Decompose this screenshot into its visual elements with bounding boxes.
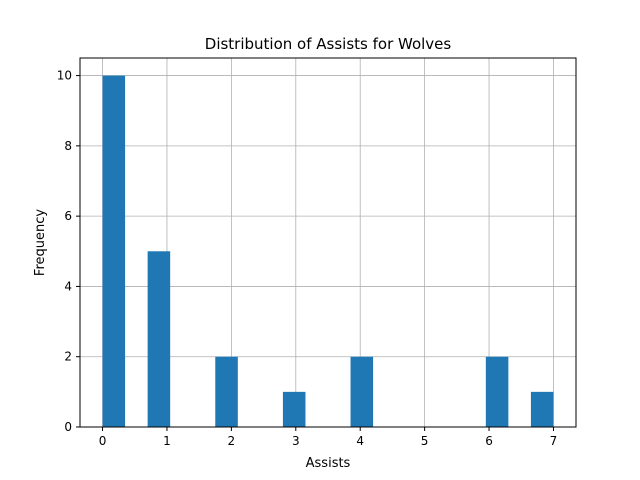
histogram-bar bbox=[215, 356, 238, 427]
y-tick-label: 4 bbox=[64, 279, 72, 293]
y-tick-label: 10 bbox=[57, 69, 72, 83]
histogram-bar bbox=[530, 391, 554, 427]
x-tick-label: 4 bbox=[356, 434, 364, 448]
x-tick-label: 2 bbox=[228, 434, 236, 448]
x-tick-label: 0 bbox=[99, 434, 107, 448]
x-tick-label: 7 bbox=[550, 434, 558, 448]
histogram-bar bbox=[282, 391, 306, 427]
histogram-bar bbox=[350, 356, 374, 427]
x-axis-label: Assists bbox=[306, 456, 351, 471]
plot-frame bbox=[79, 57, 577, 428]
chart-title: Distribution of Assists for Wolves bbox=[205, 35, 452, 53]
x-tick-label: 1 bbox=[163, 434, 171, 448]
bars-layer bbox=[102, 75, 554, 428]
y-tick-label: 8 bbox=[64, 139, 72, 153]
x-tick-label: 6 bbox=[485, 434, 493, 448]
x-tick-label: 3 bbox=[292, 434, 300, 448]
x-tick-label: 5 bbox=[421, 434, 429, 448]
y-tick-label: 6 bbox=[64, 209, 72, 223]
ticks-layer: 0 1 2 3 4 5 6 7 0 2 4 6 8 10 bbox=[57, 69, 558, 448]
histogram-bar bbox=[485, 356, 509, 427]
y-axis-label: Frequency bbox=[33, 209, 48, 276]
histogram-bar bbox=[147, 251, 171, 427]
y-tick-label: 0 bbox=[64, 420, 72, 434]
y-tick-label: 2 bbox=[64, 350, 72, 364]
histogram-bar bbox=[102, 75, 126, 428]
